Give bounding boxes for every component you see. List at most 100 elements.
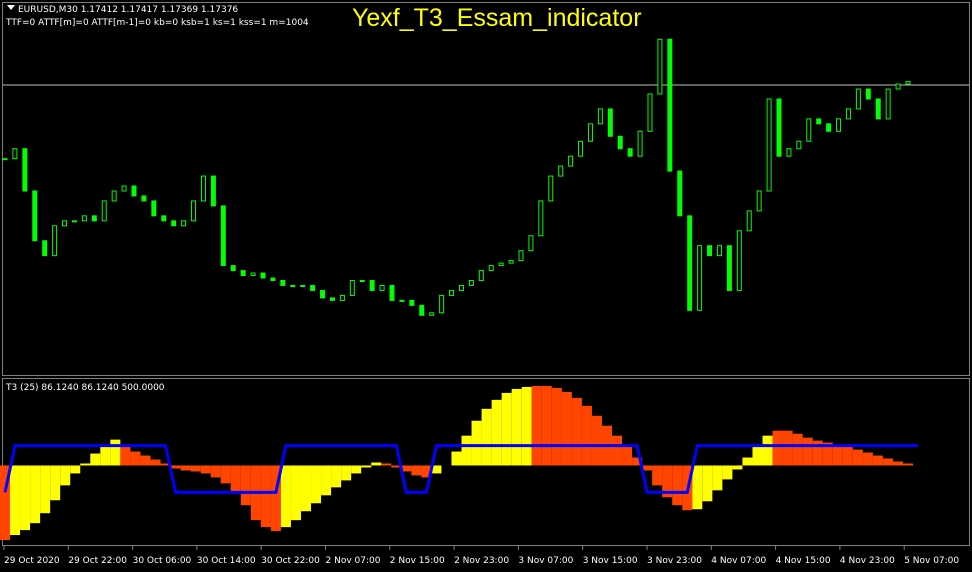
candle [111, 190, 117, 202]
indicator-panel-frame [2, 378, 970, 546]
menu-arrow[interactable] [7, 5, 15, 10]
candle [607, 108, 613, 137]
time-label: 3 Nov 07:00 [518, 556, 573, 566]
candle [736, 230, 742, 291]
histogram-bar [391, 465, 402, 468]
candle [667, 38, 673, 172]
candle [161, 215, 167, 222]
histogram-bar [200, 465, 211, 474]
candle [637, 130, 643, 157]
candle [409, 299, 415, 306]
histogram-bar [612, 435, 623, 466]
candle [91, 215, 97, 222]
time-label: 30 Oct 22:00 [261, 556, 320, 566]
histogram-bar [10, 465, 21, 536]
time-label: 2 Nov 23:00 [454, 556, 509, 566]
candle [131, 185, 137, 197]
candle [200, 175, 206, 202]
candle [647, 93, 653, 132]
candle [508, 260, 514, 264]
histogram-bar [782, 430, 793, 466]
histogram-bar [752, 445, 763, 466]
histogram-bar [341, 465, 352, 481]
candle [210, 175, 216, 207]
histogram-bar [732, 465, 743, 470]
candle [865, 88, 871, 100]
histogram-bar [290, 465, 301, 521]
candle [468, 280, 474, 286]
histogram-bar [120, 445, 131, 466]
time-label: 2 Nov 07:00 [326, 556, 381, 566]
candle [488, 265, 494, 272]
candle [518, 250, 524, 262]
candle [806, 118, 812, 142]
candle [399, 299, 405, 302]
candle [905, 81, 911, 85]
candle [329, 297, 335, 301]
histogram-bar [872, 455, 883, 466]
candle [687, 215, 693, 311]
candle [240, 270, 246, 277]
candle [707, 245, 713, 257]
histogram-bar [591, 415, 602, 466]
histogram-bar [802, 437, 813, 466]
histogram-bar [361, 465, 372, 468]
candle [498, 262, 504, 267]
histogram-bar [852, 449, 863, 466]
histogram-bar [90, 453, 101, 466]
histogram-bar [260, 465, 271, 528]
histogram-bar [581, 405, 592, 466]
candle [578, 140, 584, 157]
histogram-bar [190, 465, 201, 472]
candle [270, 277, 276, 282]
histogram-bar [30, 465, 41, 524]
time-label: 30 Oct 06:00 [133, 556, 192, 566]
histogram-bar [531, 385, 542, 466]
symbol-info: EURUSD,M30 1.17412 1.17417 1.17369 1.173… [18, 5, 238, 15]
candle [548, 175, 554, 202]
candle [816, 118, 822, 125]
histogram-bar [130, 451, 141, 466]
candle [81, 215, 87, 222]
histogram-bar [421, 465, 432, 478]
candle [528, 235, 534, 252]
histogram-bar [401, 465, 412, 472]
candle [250, 272, 256, 277]
candle [597, 108, 603, 125]
candle [121, 185, 127, 192]
candle [885, 88, 891, 120]
histogram-bar [862, 452, 873, 466]
histogram-bar [692, 465, 703, 510]
candle [359, 280, 365, 283]
candle [42, 240, 48, 257]
candle [290, 284, 296, 287]
histogram-bar [882, 458, 893, 466]
candle [845, 108, 851, 120]
candle [151, 200, 157, 217]
candle [320, 289, 326, 299]
candle [855, 88, 861, 110]
candle [875, 98, 881, 120]
signal-line [3, 444, 919, 494]
candle [458, 284, 464, 291]
histogram-bar [230, 465, 241, 494]
time-label: 3 Nov 15:00 [583, 556, 638, 566]
histogram-bar [571, 397, 582, 466]
candle [796, 140, 802, 150]
main-panel-frame [2, 2, 970, 376]
histogram-bar [381, 463, 392, 466]
time-label: 4 Nov 07:00 [711, 556, 766, 566]
histogram-bar [792, 433, 803, 466]
histogram-bar [270, 465, 281, 532]
candle [419, 304, 425, 316]
histogram-bar [662, 465, 673, 498]
candle [716, 245, 722, 257]
candle [181, 220, 187, 227]
histogram-bar [842, 446, 853, 466]
indicator-label: T3 (25) 86.1240 86.1240 500.0000 [5, 383, 165, 393]
candle [310, 284, 316, 291]
candle [697, 245, 703, 311]
candle [349, 280, 355, 296]
